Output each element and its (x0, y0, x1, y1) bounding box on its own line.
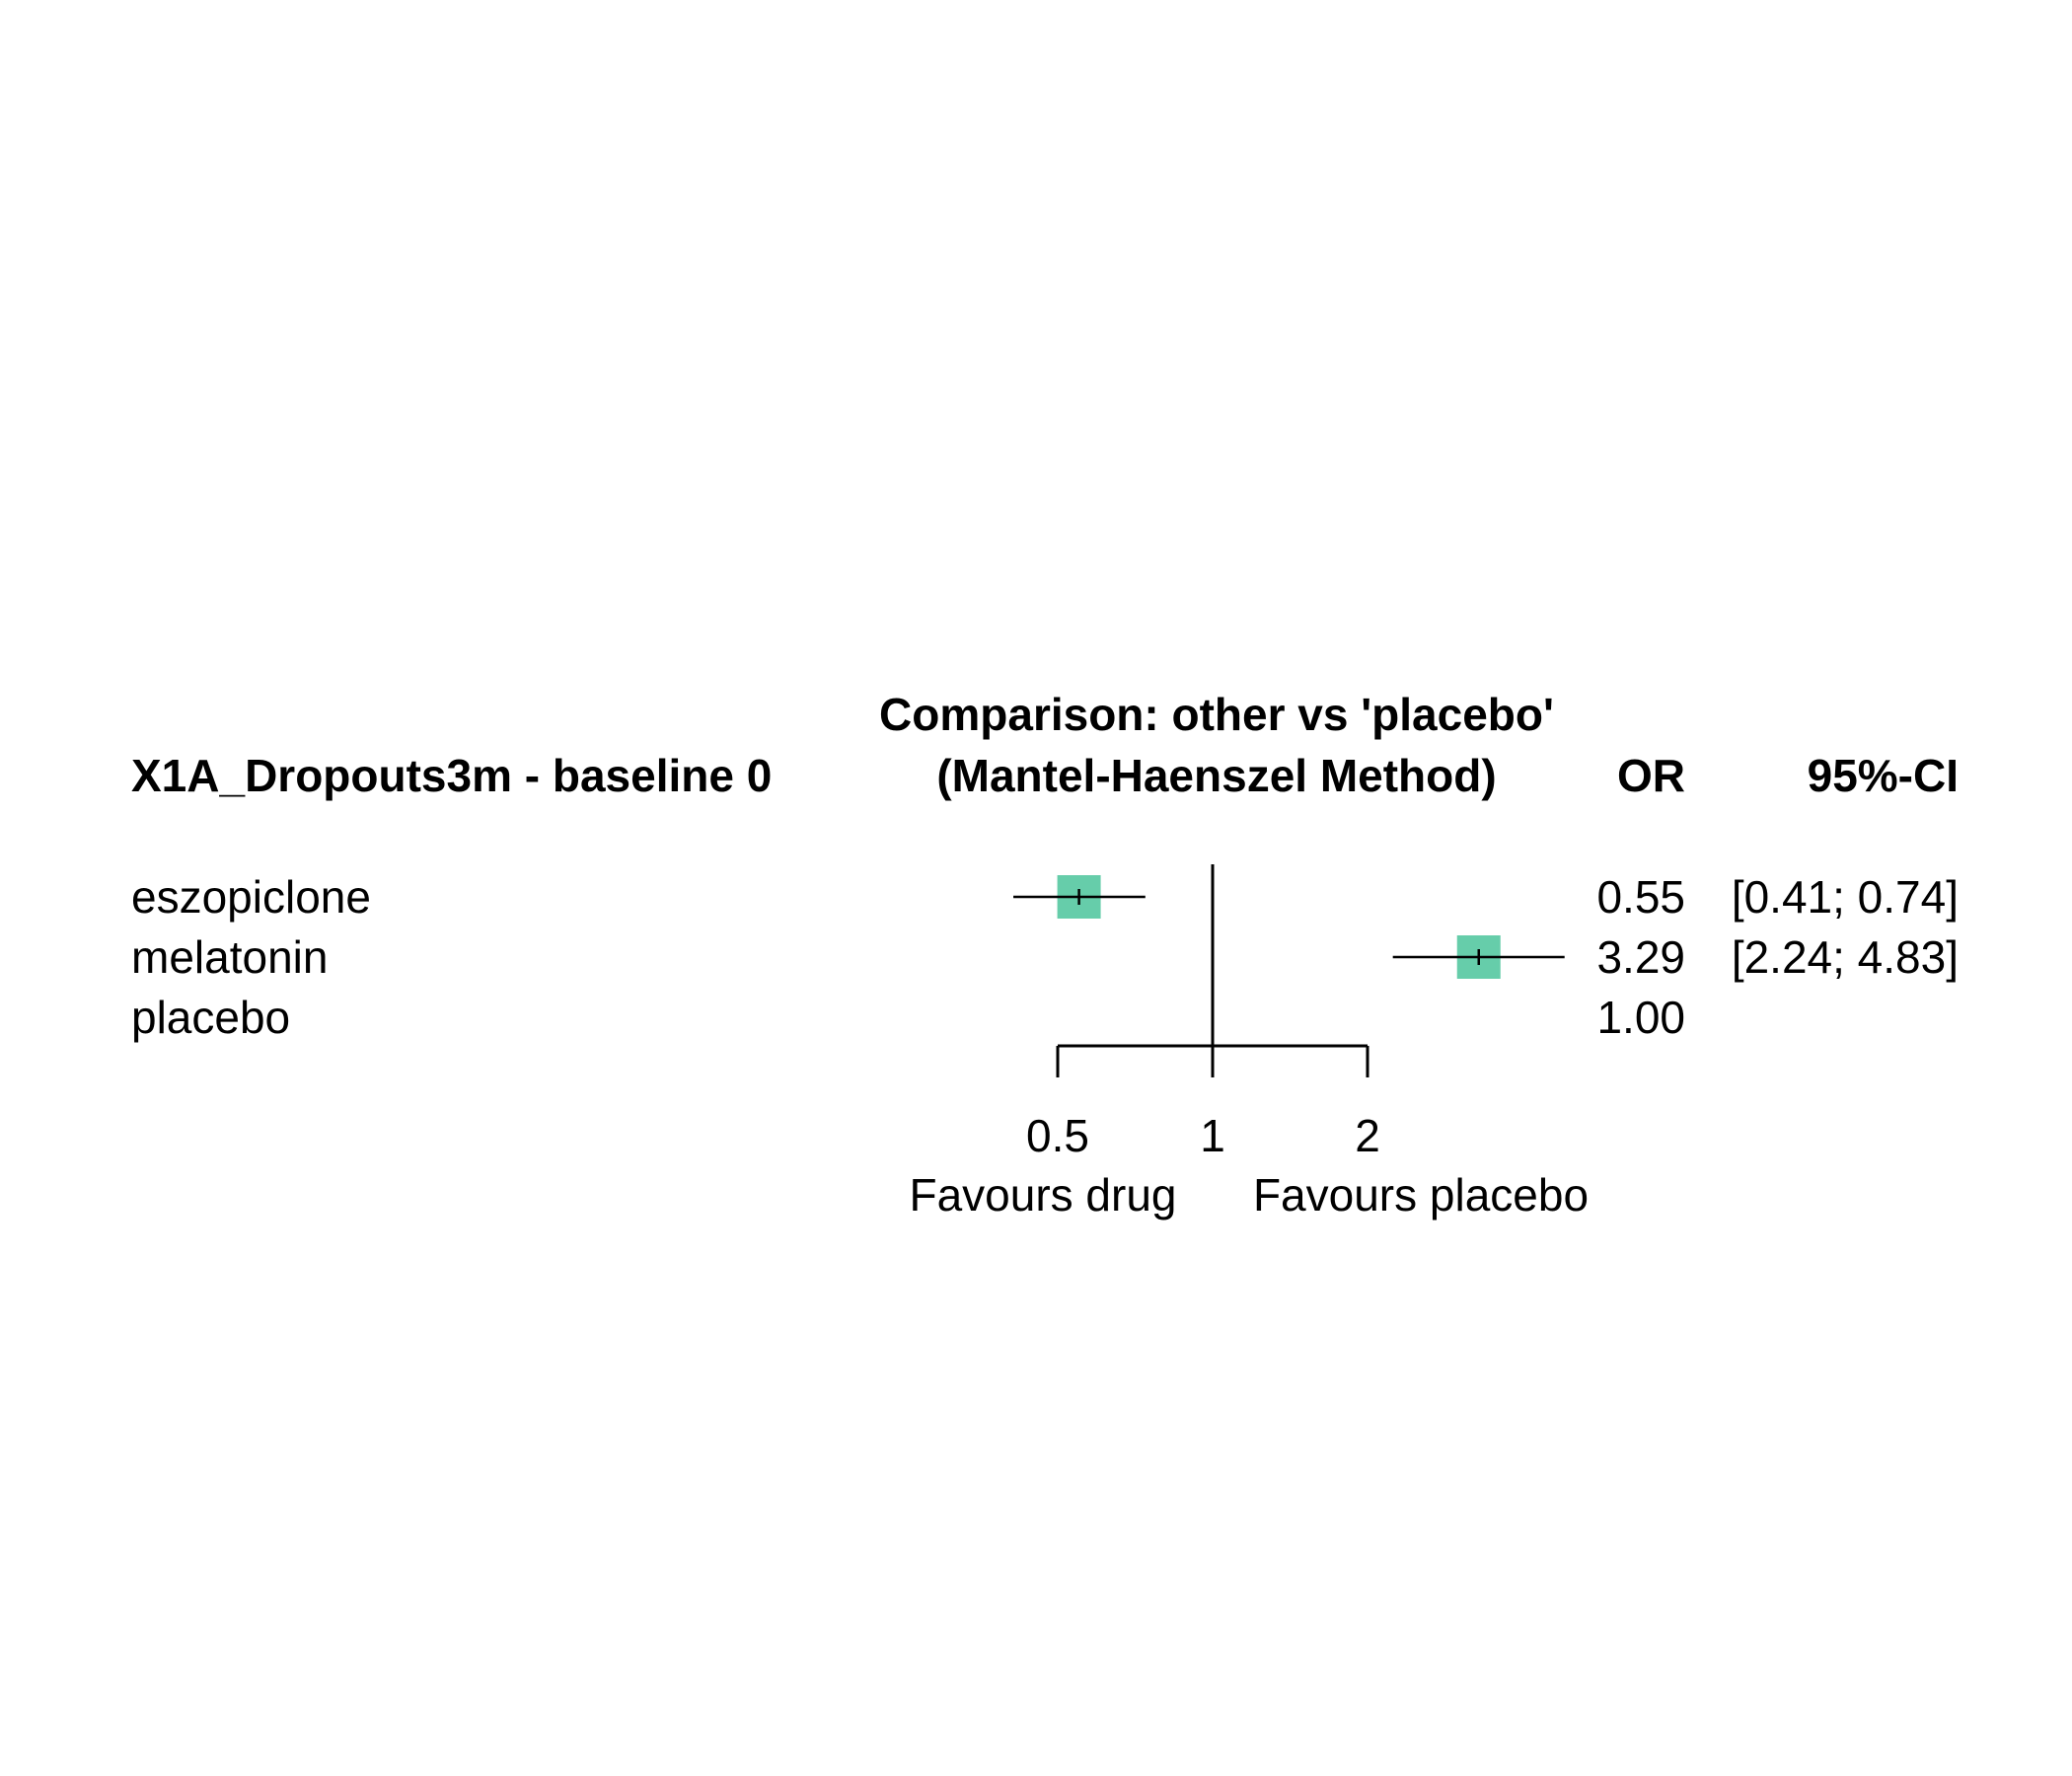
row-labels: eszopiclone melatonin placebo (131, 871, 371, 1043)
x-tick-label: 2 (1355, 1110, 1380, 1161)
ci-value-melatonin: [2.24; 4.83] (1732, 931, 1959, 983)
header-title-line2: (Mantel-Haenszel Method) (936, 750, 1496, 801)
header-ci-label: 95%-CI (1808, 750, 1959, 801)
row-label-eszopiclone: eszopiclone (131, 871, 371, 923)
row-label-placebo: placebo (131, 992, 290, 1043)
x-axis: 0.5 1 2 (1026, 1044, 1380, 1161)
row-label-melatonin: melatonin (131, 931, 328, 983)
x-tick-label: 1 (1200, 1110, 1225, 1161)
header-title-line1: Comparison: other vs 'placebo' (879, 689, 1554, 740)
header-left-label: X1A_Dropouts3m - baseline 0 (131, 750, 772, 801)
or-values: 0.55 3.29 1.00 (1596, 871, 1685, 1043)
favours-left-label: Favours drug (909, 1169, 1176, 1221)
favours-right-label: Favours placebo (1253, 1169, 1589, 1221)
x-tick-label: 0.5 (1026, 1110, 1089, 1161)
plot-area (1013, 864, 1565, 1075)
header-or-label: OR (1617, 750, 1685, 801)
or-value-placebo: 1.00 (1596, 992, 1685, 1043)
or-value-melatonin: 3.29 (1596, 931, 1685, 983)
ci-value-eszopiclone: [0.41; 0.74] (1732, 871, 1959, 923)
or-value-eszopiclone: 0.55 (1596, 871, 1685, 923)
ci-values: [0.41; 0.74] [2.24; 4.83] (1732, 871, 1959, 983)
